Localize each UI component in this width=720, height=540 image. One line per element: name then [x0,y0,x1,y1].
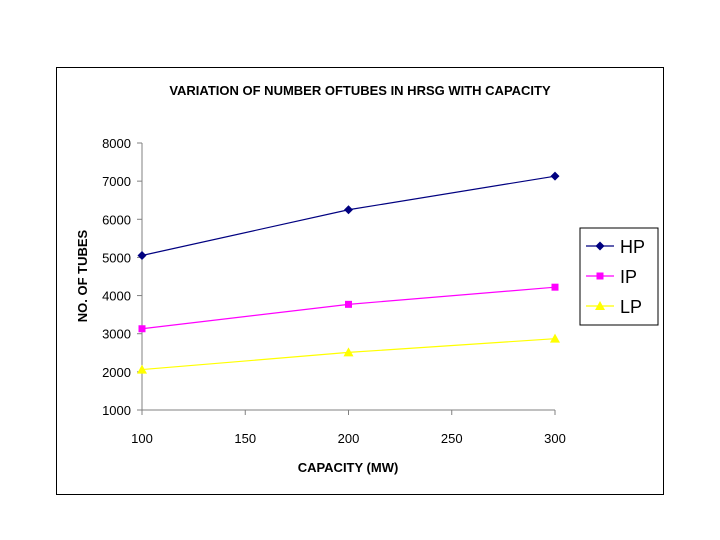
data-point-lp [137,364,147,374]
data-point-hp [137,251,147,261]
series-lp [137,333,560,374]
legend-item-ip: IP [586,267,637,287]
x-tick-label: 250 [441,431,463,446]
legend: HP IP LP [579,227,659,326]
series-ip [138,283,559,333]
y-tick-label: 6000 [102,212,131,227]
y-tick-label: 3000 [102,327,131,342]
legend-label-lp: LP [620,297,642,317]
chart-title: VARIATION OF NUMBER OFTUBES IN HRSG WITH… [169,83,551,98]
y-tick-label: 1000 [102,403,131,418]
chart-frame [56,67,664,495]
data-point-ip [138,325,146,333]
data-point-lp [550,333,560,343]
x-tick-label: 100 [131,431,153,446]
y-tick-label: 7000 [102,174,131,189]
y-tick-label: 5000 [102,250,131,265]
x-tick-label: 150 [234,431,256,446]
data-point-lp [343,347,354,357]
plot-area: 1000 2000 3000 4000 5000 6000 7000 8000 100 150 20… [102,136,566,446]
data-point-hp [550,171,560,181]
series-hp [137,171,560,261]
y-axis-title: NO. OF TUBES [75,229,90,322]
series-line-hp [141,175,556,257]
legend-marker-hp [595,241,605,251]
series-line-ip [141,286,556,330]
y-tick-label: 2000 [102,365,131,380]
legend-marker-lp [595,301,605,310]
x-axis-title: CAPACITY (MW) [298,460,399,475]
legend-item-lp: LP [586,297,642,317]
data-point-ip [345,300,352,308]
legend-marker-ip [596,272,604,280]
data-point-ip [551,283,559,291]
legend-label-ip: IP [620,267,637,287]
data-point-hp [344,205,353,215]
legend-item-hp: HP [586,237,645,257]
x-tick-label: 200 [338,431,360,446]
x-tick-label: 300 [544,431,566,446]
y-tick-label: 8000 [102,136,131,151]
y-tick-label: 4000 [102,289,131,304]
legend-label-hp: HP [620,237,645,257]
